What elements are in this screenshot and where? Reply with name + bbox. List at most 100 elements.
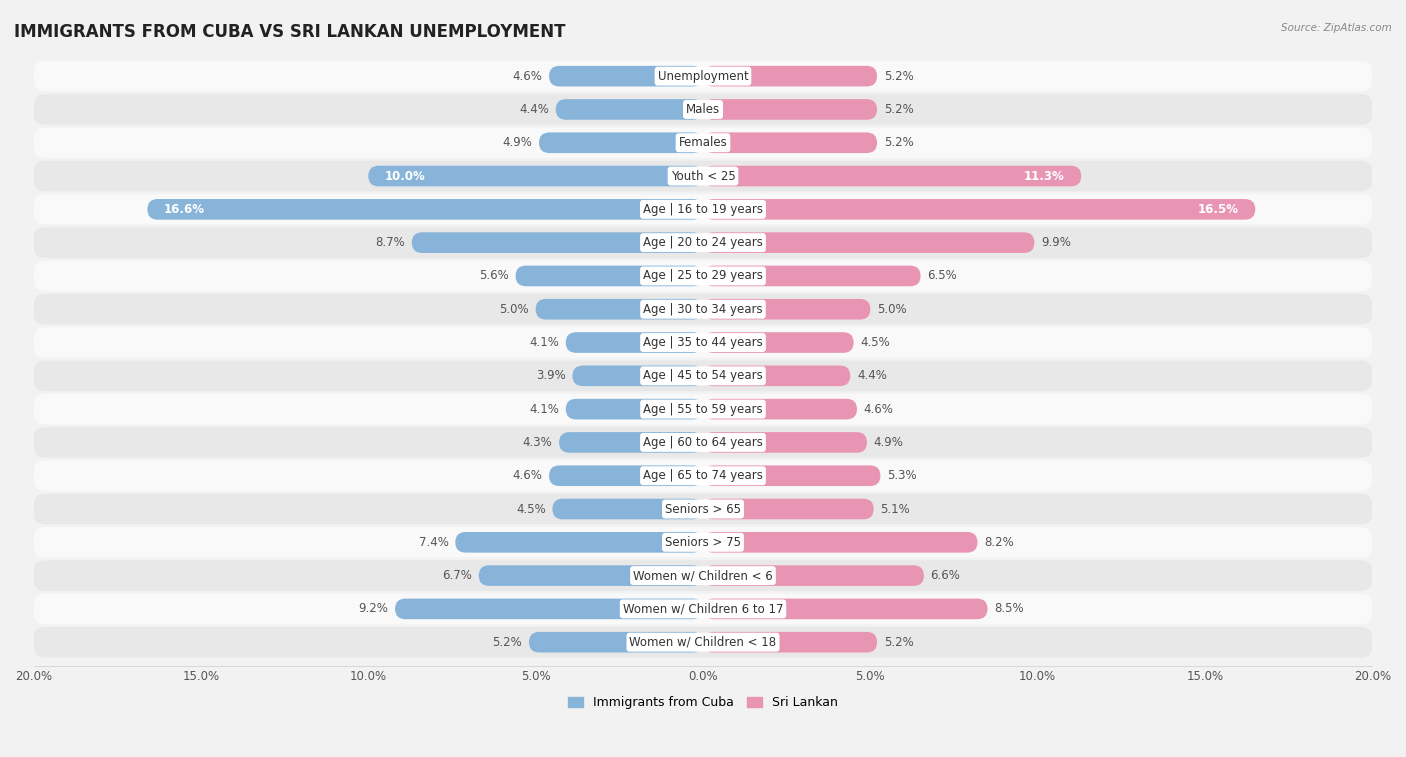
FancyBboxPatch shape [34,327,1372,358]
FancyBboxPatch shape [548,466,703,486]
FancyBboxPatch shape [572,366,703,386]
FancyBboxPatch shape [478,565,703,586]
Text: Age | 16 to 19 years: Age | 16 to 19 years [643,203,763,216]
FancyBboxPatch shape [703,199,1256,220]
Text: 5.2%: 5.2% [884,136,914,149]
Text: 9.2%: 9.2% [359,603,388,615]
Text: 5.6%: 5.6% [479,269,509,282]
Text: Age | 30 to 34 years: Age | 30 to 34 years [643,303,763,316]
Text: Age | 20 to 24 years: Age | 20 to 24 years [643,236,763,249]
FancyBboxPatch shape [703,266,921,286]
Text: 4.9%: 4.9% [502,136,533,149]
FancyBboxPatch shape [555,99,703,120]
Text: 11.3%: 11.3% [1024,170,1064,182]
Text: Women w/ Children < 6: Women w/ Children < 6 [633,569,773,582]
FancyBboxPatch shape [34,427,1372,458]
Text: Seniors > 75: Seniors > 75 [665,536,741,549]
Text: 8.5%: 8.5% [994,603,1024,615]
Text: 4.6%: 4.6% [863,403,894,416]
FancyBboxPatch shape [703,299,870,319]
Text: Unemployment: Unemployment [658,70,748,83]
Text: Seniors > 65: Seniors > 65 [665,503,741,516]
FancyBboxPatch shape [34,494,1372,525]
FancyBboxPatch shape [560,432,703,453]
Text: Age | 45 to 54 years: Age | 45 to 54 years [643,369,763,382]
Text: 4.3%: 4.3% [523,436,553,449]
Text: 4.6%: 4.6% [512,70,543,83]
Text: 6.7%: 6.7% [441,569,472,582]
Text: Females: Females [679,136,727,149]
Text: IMMIGRANTS FROM CUBA VS SRI LANKAN UNEMPLOYMENT: IMMIGRANTS FROM CUBA VS SRI LANKAN UNEMP… [14,23,565,41]
Text: 5.0%: 5.0% [877,303,907,316]
Text: 3.9%: 3.9% [536,369,565,382]
Text: 7.4%: 7.4% [419,536,449,549]
Text: 5.0%: 5.0% [499,303,529,316]
Text: 10.0%: 10.0% [385,170,426,182]
FancyBboxPatch shape [553,499,703,519]
FancyBboxPatch shape [34,527,1372,558]
FancyBboxPatch shape [703,432,868,453]
Text: 4.5%: 4.5% [860,336,890,349]
Text: Age | 65 to 74 years: Age | 65 to 74 years [643,469,763,482]
FancyBboxPatch shape [703,499,873,519]
Text: 16.6%: 16.6% [165,203,205,216]
Text: 4.9%: 4.9% [873,436,904,449]
Text: 5.2%: 5.2% [884,636,914,649]
FancyBboxPatch shape [34,94,1372,125]
Text: Age | 55 to 59 years: Age | 55 to 59 years [643,403,763,416]
FancyBboxPatch shape [529,632,703,653]
FancyBboxPatch shape [34,627,1372,658]
Text: 4.6%: 4.6% [512,469,543,482]
Text: 5.2%: 5.2% [884,103,914,116]
Text: Age | 25 to 29 years: Age | 25 to 29 years [643,269,763,282]
FancyBboxPatch shape [565,399,703,419]
FancyBboxPatch shape [34,394,1372,425]
FancyBboxPatch shape [703,99,877,120]
Text: 16.5%: 16.5% [1198,203,1239,216]
Text: 4.1%: 4.1% [529,403,560,416]
Text: Source: ZipAtlas.com: Source: ZipAtlas.com [1281,23,1392,33]
Text: 5.1%: 5.1% [880,503,910,516]
FancyBboxPatch shape [34,360,1372,391]
FancyBboxPatch shape [703,565,924,586]
Text: 4.4%: 4.4% [858,369,887,382]
FancyBboxPatch shape [703,399,858,419]
Text: 5.3%: 5.3% [887,469,917,482]
FancyBboxPatch shape [703,332,853,353]
FancyBboxPatch shape [703,532,977,553]
FancyBboxPatch shape [368,166,703,186]
FancyBboxPatch shape [34,294,1372,325]
FancyBboxPatch shape [565,332,703,353]
Text: Women w/ Children 6 to 17: Women w/ Children 6 to 17 [623,603,783,615]
Text: Age | 60 to 64 years: Age | 60 to 64 years [643,436,763,449]
FancyBboxPatch shape [34,460,1372,491]
FancyBboxPatch shape [34,194,1372,225]
FancyBboxPatch shape [703,66,877,86]
FancyBboxPatch shape [703,132,877,153]
Text: Youth < 25: Youth < 25 [671,170,735,182]
FancyBboxPatch shape [456,532,703,553]
FancyBboxPatch shape [34,227,1372,258]
FancyBboxPatch shape [703,366,851,386]
Text: 6.5%: 6.5% [928,269,957,282]
FancyBboxPatch shape [703,232,1035,253]
FancyBboxPatch shape [34,260,1372,291]
FancyBboxPatch shape [34,593,1372,625]
Text: 5.2%: 5.2% [492,636,522,649]
Text: 6.6%: 6.6% [931,569,960,582]
Text: 4.5%: 4.5% [516,503,546,516]
FancyBboxPatch shape [34,127,1372,158]
Legend: Immigrants from Cuba, Sri Lankan: Immigrants from Cuba, Sri Lankan [564,691,842,715]
FancyBboxPatch shape [395,599,703,619]
Text: 9.9%: 9.9% [1040,236,1071,249]
FancyBboxPatch shape [703,632,877,653]
Text: 5.2%: 5.2% [884,70,914,83]
FancyBboxPatch shape [538,132,703,153]
Text: Women w/ Children < 18: Women w/ Children < 18 [630,636,776,649]
Text: 8.7%: 8.7% [375,236,405,249]
Text: Age | 35 to 44 years: Age | 35 to 44 years [643,336,763,349]
FancyBboxPatch shape [34,160,1372,192]
FancyBboxPatch shape [548,66,703,86]
Text: 4.4%: 4.4% [519,103,548,116]
FancyBboxPatch shape [703,466,880,486]
